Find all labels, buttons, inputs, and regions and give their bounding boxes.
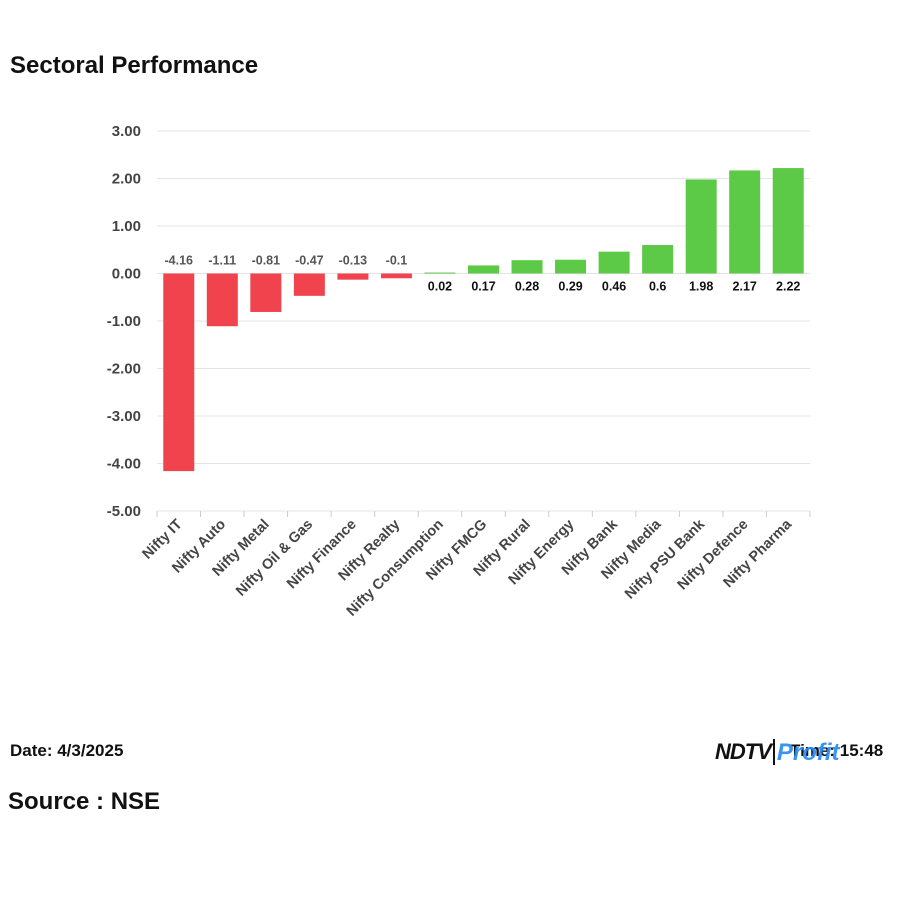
bar bbox=[163, 273, 195, 472]
bar-value-label: 0.46 bbox=[602, 280, 626, 294]
bar-value-label: 1.98 bbox=[689, 280, 713, 294]
chart-title: Sectoral Performance bbox=[10, 52, 259, 79]
bar-value-label: -0.1 bbox=[386, 254, 408, 268]
logo-divider bbox=[772, 739, 775, 765]
bar-value-label: -1.11 bbox=[208, 254, 236, 268]
bar bbox=[380, 273, 412, 279]
source-label: Source : NSE bbox=[8, 788, 161, 815]
bar-value-label: -0.47 bbox=[295, 254, 324, 268]
y-tick-label: -5.00 bbox=[107, 503, 141, 520]
bar bbox=[642, 245, 674, 274]
bar-value-label: 2.22 bbox=[776, 280, 800, 294]
y-tick-label: -3.00 bbox=[107, 408, 141, 425]
logo-product: Profit bbox=[776, 739, 840, 766]
x-category-label: Nifty PSU Bank bbox=[622, 516, 709, 603]
bar-value-label: 2.17 bbox=[733, 280, 757, 294]
bar-value-label: -0.13 bbox=[339, 254, 368, 268]
bar-chart: 3.00 2.00 1.00 0.00 -1.00 -2.00 -3.00 -4.00 -5.0… bbox=[107, 123, 811, 620]
y-tick-label: -2.00 bbox=[107, 361, 141, 378]
time-label: Time: 15:48 bbox=[790, 741, 884, 760]
bar bbox=[293, 273, 325, 296]
bar-value-label: -4.16 bbox=[165, 254, 194, 268]
y-tick-label: -1.00 bbox=[107, 313, 141, 330]
bar bbox=[598, 251, 630, 274]
bar bbox=[468, 265, 499, 274]
bar bbox=[729, 170, 761, 274]
logo-brand: NDTV bbox=[715, 739, 772, 765]
ndtv-profit-logo: NDTV Profit bbox=[715, 739, 840, 769]
bar-value-label: 0.17 bbox=[471, 280, 495, 294]
bar bbox=[206, 273, 238, 327]
bar bbox=[337, 273, 369, 280]
date-label: Date: 4/3/2025 bbox=[10, 741, 124, 760]
x-category-label: Nifty Oil & Gas bbox=[233, 517, 316, 600]
bar bbox=[511, 260, 543, 274]
y-tick-label: 2.00 bbox=[112, 171, 141, 188]
y-tick-label: 3.00 bbox=[112, 123, 141, 140]
bar-value-label: -0.81 bbox=[252, 254, 281, 268]
bar-value-label: 0.6 bbox=[649, 280, 666, 294]
bar bbox=[685, 179, 717, 274]
bar bbox=[250, 273, 282, 312]
y-tick-label: -4.00 bbox=[107, 456, 141, 473]
bar-value-label: 0.29 bbox=[558, 280, 582, 294]
bar bbox=[424, 272, 456, 274]
y-tick-label: 0.00 bbox=[112, 266, 141, 283]
bar-value-label: 0.28 bbox=[515, 280, 539, 294]
bar-value-label: 0.02 bbox=[428, 280, 452, 294]
bar bbox=[772, 168, 804, 274]
y-tick-label: 1.00 bbox=[112, 218, 141, 235]
bar bbox=[555, 259, 587, 274]
